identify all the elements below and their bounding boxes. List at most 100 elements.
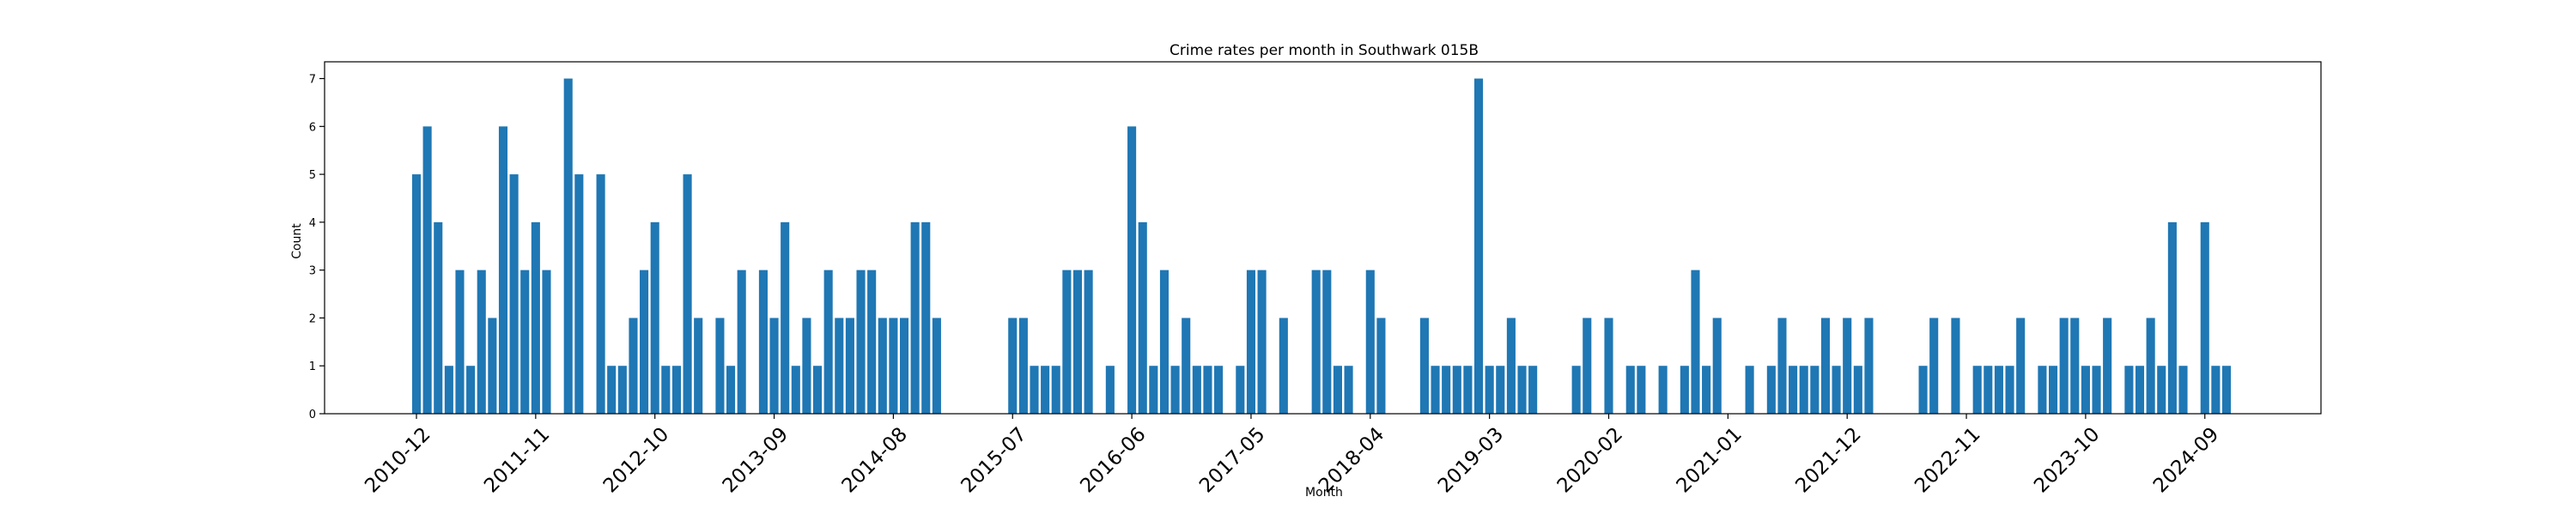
bar-2013-04 [715, 318, 725, 414]
bar-2019-06 [1517, 366, 1527, 414]
bar-2018-01 [1333, 366, 1342, 414]
bar-2020-12 [1712, 318, 1722, 414]
bar-2023-09 [2070, 318, 2080, 414]
bar-2011-09 [509, 174, 519, 414]
bar-2021-10 [1820, 318, 1831, 414]
bar-2014-02 [823, 270, 833, 414]
bar-2022-02 [1864, 318, 1874, 414]
bar-2018-12 [1452, 366, 1461, 414]
bar-2015-07 [1008, 318, 1018, 414]
x-tick-label-2019-03: 2019-03 [1434, 423, 1508, 497]
bar-2017-01 [1203, 366, 1212, 414]
bar-2013-12 [802, 318, 811, 414]
x-axis: 2010-12 2011-11 2012-10 2013-09 2014-08 2015-… [361, 414, 2223, 498]
x-tick-label-2018-04: 2018-04 [1315, 423, 1388, 497]
x-tick-label-2020-02: 2020-02 [1553, 423, 1627, 497]
y-tick-label-7: 7 [309, 74, 316, 87]
bar-2023-12 [2103, 318, 2112, 414]
bar-2011-04 [455, 270, 465, 414]
bar-2012-12 [671, 366, 681, 414]
bar-2018-04 [1365, 270, 1375, 414]
bar-2013-09 [769, 318, 779, 414]
bar-2016-12 [1192, 366, 1201, 414]
bar-2016-02 [1084, 270, 1093, 414]
bar-2023-11 [2092, 366, 2101, 414]
bar-2024-03 [2135, 366, 2145, 414]
x-tick-label-2022-11: 2022-11 [1911, 423, 1984, 497]
bar-2024-11 [2221, 366, 2232, 414]
y-tick-label-6: 6 [309, 121, 316, 134]
bar-2021-07 [1789, 366, 1798, 414]
bar-2014-03 [835, 318, 844, 414]
x-axis-label: Month [1305, 486, 1343, 500]
bar-2023-01 [1984, 366, 1993, 414]
bar-2013-02 [694, 318, 703, 414]
bar-2017-12 [1322, 270, 1332, 414]
bar-2021-08 [1799, 366, 1808, 414]
bar-2019-04 [1496, 366, 1505, 414]
bar-2023-04 [2016, 318, 2026, 414]
bar-2016-06 [1127, 126, 1137, 414]
bar-2024-09 [2200, 221, 2209, 414]
bar-2015-09 [1030, 366, 1039, 414]
bar-2020-04 [1625, 366, 1635, 414]
x-tick-label-2015-07: 2015-07 [957, 423, 1030, 497]
bar-2017-11 [1311, 270, 1321, 414]
bar-2011-07 [488, 318, 497, 414]
y-tick-label-3: 3 [309, 265, 316, 278]
bar-2011-11 [531, 221, 540, 414]
bar-2020-09 [1680, 366, 1689, 414]
bar-2021-11 [1832, 366, 1841, 414]
bar-2012-08 [629, 318, 638, 414]
bar-2016-01 [1072, 270, 1083, 414]
bar-2014-06 [867, 270, 877, 414]
bar-2010-12 [411, 174, 422, 414]
bar-2023-02 [1994, 366, 2003, 414]
bar-2017-05 [1246, 270, 1255, 414]
bar-2022-12 [1972, 366, 1982, 414]
y-tick-label-4: 4 [309, 217, 316, 230]
bar-2016-11 [1182, 318, 1191, 414]
bar-2016-08 [1149, 366, 1158, 414]
bar-2023-03 [2005, 366, 2014, 414]
bar-2012-07 [617, 366, 627, 414]
bar-2013-08 [758, 270, 768, 414]
bars-group [411, 78, 2232, 415]
bar-2016-07 [1138, 221, 1147, 414]
bar-2015-11 [1051, 366, 1060, 414]
bar-2024-02 [2124, 366, 2134, 414]
x-tick-label-2021-01: 2021-01 [1673, 423, 1747, 497]
bar-2016-10 [1170, 366, 1180, 414]
y-tick-label-5: 5 [309, 169, 316, 182]
bar-2022-01 [1853, 366, 1862, 414]
bar-2024-07 [2178, 366, 2188, 414]
bar-2019-05 [1506, 318, 1516, 414]
y-tick-label-0: 0 [309, 409, 316, 421]
bar-2012-10 [650, 221, 659, 414]
bar-2023-08 [2059, 318, 2069, 414]
bar-2015-12 [1062, 270, 1072, 414]
bar-2011-10 [520, 270, 530, 414]
bar-2011-06 [477, 270, 486, 414]
y-axis-label: Count [290, 223, 304, 259]
bar-2023-07 [2048, 366, 2058, 414]
bar-2017-08 [1279, 318, 1288, 414]
bar-2014-12 [932, 318, 941, 414]
bar-2018-02 [1344, 366, 1353, 414]
bar-2013-11 [791, 366, 800, 414]
bar-2014-09 [899, 318, 909, 414]
bar-2014-01 [812, 366, 823, 414]
x-tick-label-2011-11: 2011-11 [480, 423, 554, 497]
bar-2011-05 [466, 366, 476, 414]
y-tick-label-1: 1 [309, 360, 316, 373]
bar-2012-11 [661, 366, 671, 414]
bar-2011-03 [444, 366, 453, 414]
chart-title: Crime rates per month in Southwark 015B [1170, 42, 1479, 59]
x-tick-label-2021-12: 2021-12 [1791, 423, 1865, 497]
bar-2013-10 [781, 221, 790, 414]
bar-2014-11 [921, 221, 931, 414]
bar-2021-03 [1745, 366, 1754, 414]
bar-2014-05 [856, 270, 866, 414]
bar-2023-10 [2081, 366, 2090, 414]
